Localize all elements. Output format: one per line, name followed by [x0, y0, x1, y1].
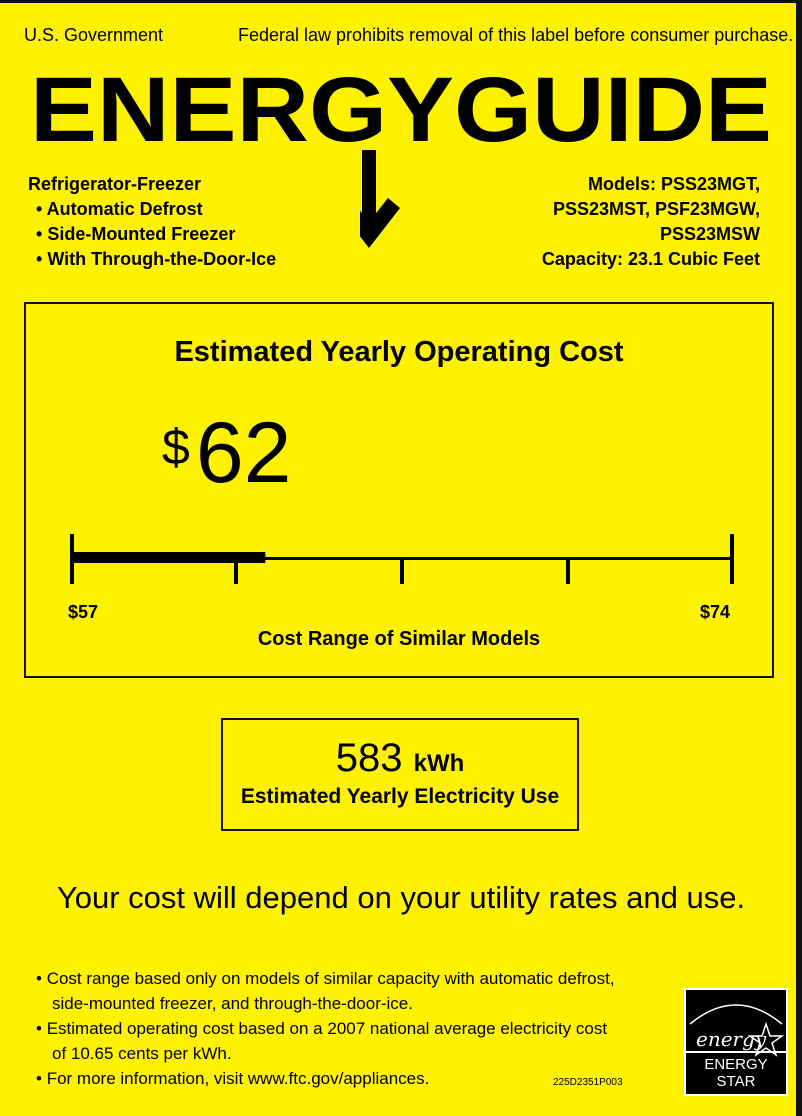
energy-star-logo: energy ENERGY STAR	[684, 988, 788, 1096]
scale-tick	[730, 534, 734, 584]
footnotes: • Cost range based only on models of sim…	[36, 966, 615, 1091]
footnote-text: side-mounted freezer, and through-the-do…	[52, 994, 413, 1013]
scale-tick	[566, 558, 570, 584]
top-border	[0, 0, 802, 3]
currency-symbol: $	[162, 419, 190, 475]
range-max-label: $74	[699, 602, 730, 622]
feature-text: Side-Mounted Freezer	[47, 224, 236, 244]
model-info: Models: PSS23MGT, PSS23MST, PSF23MGW, PS…	[542, 172, 760, 272]
models-line: Models: PSS23MGT,	[587, 174, 760, 194]
feature-item: • Side-Mounted Freezer	[36, 224, 236, 244]
logo-text: ENERGYGUIDE	[30, 59, 772, 161]
scale-tick	[70, 534, 74, 584]
government-label: U.S. Government	[24, 25, 164, 45]
models-line: PSS23MST, PSF23MGW,	[552, 199, 760, 219]
cost-title: Estimated Yearly Operating Cost	[174, 336, 624, 368]
product-type: Refrigerator-Freezer	[28, 174, 202, 194]
range-caption: Cost Range of Similar Models	[257, 628, 541, 650]
electricity-use-box: 583 kWh Estimated Yearly Electricity Use	[221, 718, 579, 831]
feature-text: With Through-the-Door-Ice	[47, 249, 277, 269]
cost-depend-notice: Your cost will depend on your utility ra…	[56, 880, 746, 915]
scale-tick	[400, 558, 404, 584]
kwh-unit: kWh	[413, 750, 465, 777]
cost-value: $62	[162, 404, 291, 503]
right-border	[796, 0, 802, 1116]
range-min-label: $57	[68, 602, 99, 622]
cost-amount: 62	[195, 405, 292, 501]
capacity: Capacity: 23.1 Cubic Feet	[541, 249, 760, 269]
cost-indicator-bar	[70, 552, 266, 563]
down-arrow-icon	[360, 150, 400, 248]
models-line: PSS23MSW	[659, 224, 760, 244]
footnote: • For more information, visit www.ftc.go…	[36, 1069, 430, 1088]
feature-item: • Automatic Defrost	[36, 199, 203, 219]
footnote-text: of 10.65 cents per kWh.	[52, 1044, 232, 1063]
kwh-number: 583	[335, 736, 403, 780]
product-description: Refrigerator-Freezer • Automatic Defrost…	[28, 172, 276, 272]
energyguide-logo: ENERGYGUIDE	[30, 59, 772, 161]
energy-star-icon: energy	[689, 1004, 785, 1057]
footnote-text: Cost range based only on models of simil…	[46, 969, 615, 988]
energy-star-text: ENERGY STAR	[686, 1051, 786, 1090]
footnote: • Cost range based only on models of sim…	[36, 969, 615, 1013]
footnote: • Estimated operating cost based on a 20…	[36, 1019, 608, 1063]
kwh-value: 583 kWh	[223, 736, 577, 781]
footnote-text: For more information, visit www.ftc.gov/…	[46, 1069, 430, 1088]
law-notice: Federal law prohibits removal of this la…	[238, 25, 794, 45]
cost-range-scale	[70, 534, 734, 584]
feature-text: Automatic Defrost	[46, 199, 203, 219]
footnote-text: Estimated operating cost based on a 2007…	[46, 1019, 608, 1038]
feature-item: • With Through-the-Door-Ice	[36, 249, 277, 269]
operating-cost-box: Estimated Yearly Operating Cost $62 $57 …	[24, 302, 774, 678]
label-code: 225D2351P003	[553, 1077, 623, 1088]
scale-tick	[234, 558, 238, 584]
energy-script: energy	[696, 1027, 767, 1051]
kwh-label: Estimated Yearly Electricity Use	[240, 785, 560, 808]
